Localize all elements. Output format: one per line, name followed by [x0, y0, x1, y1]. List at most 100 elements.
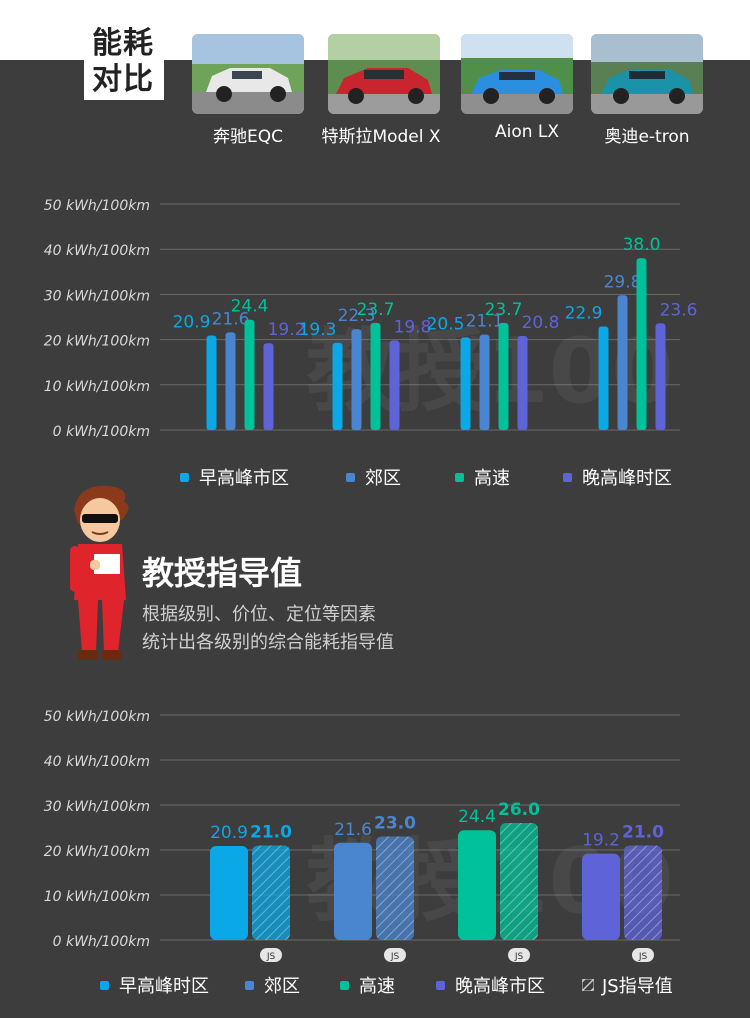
car-label-eqc: 奔驰EQC	[213, 127, 283, 147]
car-image-aion-lx	[461, 34, 573, 114]
legend-swatch	[100, 980, 109, 990]
guide-desc-line2: 统计出各级别的综合能耗指导值	[142, 632, 394, 653]
legend-item-guide: JS指导值	[582, 972, 673, 998]
legend-swatch	[180, 472, 189, 482]
legend-item-suburb: 郊区	[346, 464, 401, 490]
bar	[351, 329, 362, 430]
legend-label: 高速	[359, 976, 395, 997]
guide-bar-hatch	[252, 845, 290, 940]
legend-item-morning: 早高峰时区	[100, 972, 209, 998]
guide-value-label: 21.0	[250, 823, 292, 843]
bar	[206, 335, 217, 430]
legend-item-suburb: 郊区	[245, 972, 300, 998]
bar-value-label: 20.8	[522, 313, 560, 333]
js-badge-text: JS	[638, 952, 648, 962]
title-line-1: 能耗	[92, 26, 154, 61]
legend-swatch	[346, 472, 355, 482]
actual-value-label: 20.9	[210, 823, 248, 843]
bar-value-label: 22.9	[565, 303, 603, 323]
legend-swatch	[436, 980, 445, 990]
y-tick-label: 40 kWh/100km	[44, 243, 150, 259]
legend-item-evening: 晚高峰时区	[563, 464, 672, 490]
professor-avatar	[64, 480, 144, 670]
legend-label: 早高峰市区	[199, 468, 289, 489]
js-badge	[260, 948, 282, 962]
y-tick-label: 50 kWh/100km	[44, 709, 150, 725]
bar	[498, 322, 509, 430]
y-tick-label: 40 kWh/100km	[44, 754, 150, 770]
bar-value-label: 23.7	[485, 300, 523, 320]
guide-bar-hatch	[376, 836, 414, 940]
y-tick-label: 10 kWh/100km	[44, 889, 150, 905]
actual-value-label: 24.4	[458, 807, 496, 827]
actual-value-label: 19.2	[582, 831, 620, 851]
bar-value-label: 38.0	[623, 235, 661, 255]
car-label-aion-lx: Aion LX	[494, 122, 560, 142]
legend-label: 晚高峰时区	[582, 468, 672, 489]
js-badge-text: JS	[390, 952, 400, 962]
js-badge	[632, 948, 654, 962]
bar	[460, 337, 471, 430]
bar-value-label: 23.6	[660, 300, 698, 320]
bar-value-label: 19.2	[268, 320, 306, 340]
y-tick-label: 0 kWh/100km	[53, 934, 150, 950]
y-tick-label: 20 kWh/100km	[44, 334, 150, 350]
bar-value-label: 29.8	[604, 272, 642, 292]
bar	[636, 258, 647, 430]
legend-item-highway: 高速	[340, 972, 395, 998]
bar	[332, 342, 343, 430]
car-label-model-x: 特斯拉Model X	[321, 127, 441, 147]
car-label-e-tron: 奥迪e-tron	[604, 127, 690, 147]
actual-value-label: 21.6	[334, 820, 372, 840]
js-badge-text: JS	[266, 952, 276, 962]
bar-value-label: 19.8	[394, 318, 432, 338]
bar	[598, 326, 609, 430]
legend-label: 早高峰时区	[119, 976, 209, 997]
legend-label: 高速	[474, 468, 510, 489]
bar	[617, 295, 628, 430]
guide-value-label: 23.0	[374, 814, 416, 834]
js-badge-text: JS	[514, 952, 524, 962]
legend-label: JS指导值	[602, 976, 673, 997]
actual-bar	[458, 830, 496, 940]
guide-title: 教授指导值	[142, 554, 303, 592]
y-tick-label: 30 kWh/100km	[44, 799, 150, 815]
y-tick-label: 30 kWh/100km	[44, 288, 150, 304]
bar	[479, 334, 490, 430]
y-tick-label: 20 kWh/100km	[44, 844, 150, 860]
title-line-2: 对比	[92, 62, 154, 97]
car-image-model-x	[328, 34, 440, 114]
bar-value-label: 24.4	[231, 297, 269, 317]
bar	[389, 340, 400, 430]
bar-value-label: 23.7	[357, 300, 395, 320]
legend-chart1: 早高峰市区 郊区 高速 晚高峰时区	[0, 464, 750, 490]
guide-desc-line1: 根据级别、价位、定位等因素	[142, 604, 376, 625]
legend-label: 郊区	[264, 976, 300, 997]
actual-bar	[210, 845, 248, 940]
car-image-eqc	[192, 34, 304, 114]
bar-value-label: 21.6	[212, 309, 250, 329]
energy-guide-chart: 0 kWh/100km 10 kWh/100km 20 kWh/100km 30 kW…	[44, 709, 680, 962]
bar	[225, 332, 236, 430]
legend-label: 郊区	[365, 468, 401, 489]
car-image-e-tron	[591, 34, 703, 114]
section-title: 能耗 对比	[84, 24, 164, 100]
guide-value-label: 26.0	[498, 800, 540, 820]
legend-item-morning: 早高峰市区	[180, 464, 289, 490]
bar-value-label: 19.3	[299, 320, 337, 340]
bar-value-label: 20.9	[173, 313, 211, 333]
bar	[655, 323, 666, 430]
legend-swatch	[340, 980, 349, 990]
legend-item-highway: 高速	[455, 464, 510, 490]
y-tick-label: 10 kWh/100km	[44, 379, 150, 395]
actual-bar	[334, 842, 372, 940]
legend-chart2: 早高峰时区 郊区 高速 晚高峰市区 JS指导值	[0, 972, 750, 998]
energy-chart-by-car: 0 kWh/100km 10 kWh/100km 20 kWh/100km 30 kW…	[44, 198, 698, 440]
js-badge	[508, 948, 530, 962]
guide-bar-hatch	[500, 823, 538, 940]
watermark: 教授100	[306, 319, 674, 424]
guide-bar-hatch	[624, 845, 662, 940]
legend-item-evening: 晚高峰市区	[436, 972, 545, 998]
bar	[517, 335, 528, 430]
bar-value-label: 22.3	[338, 306, 376, 326]
